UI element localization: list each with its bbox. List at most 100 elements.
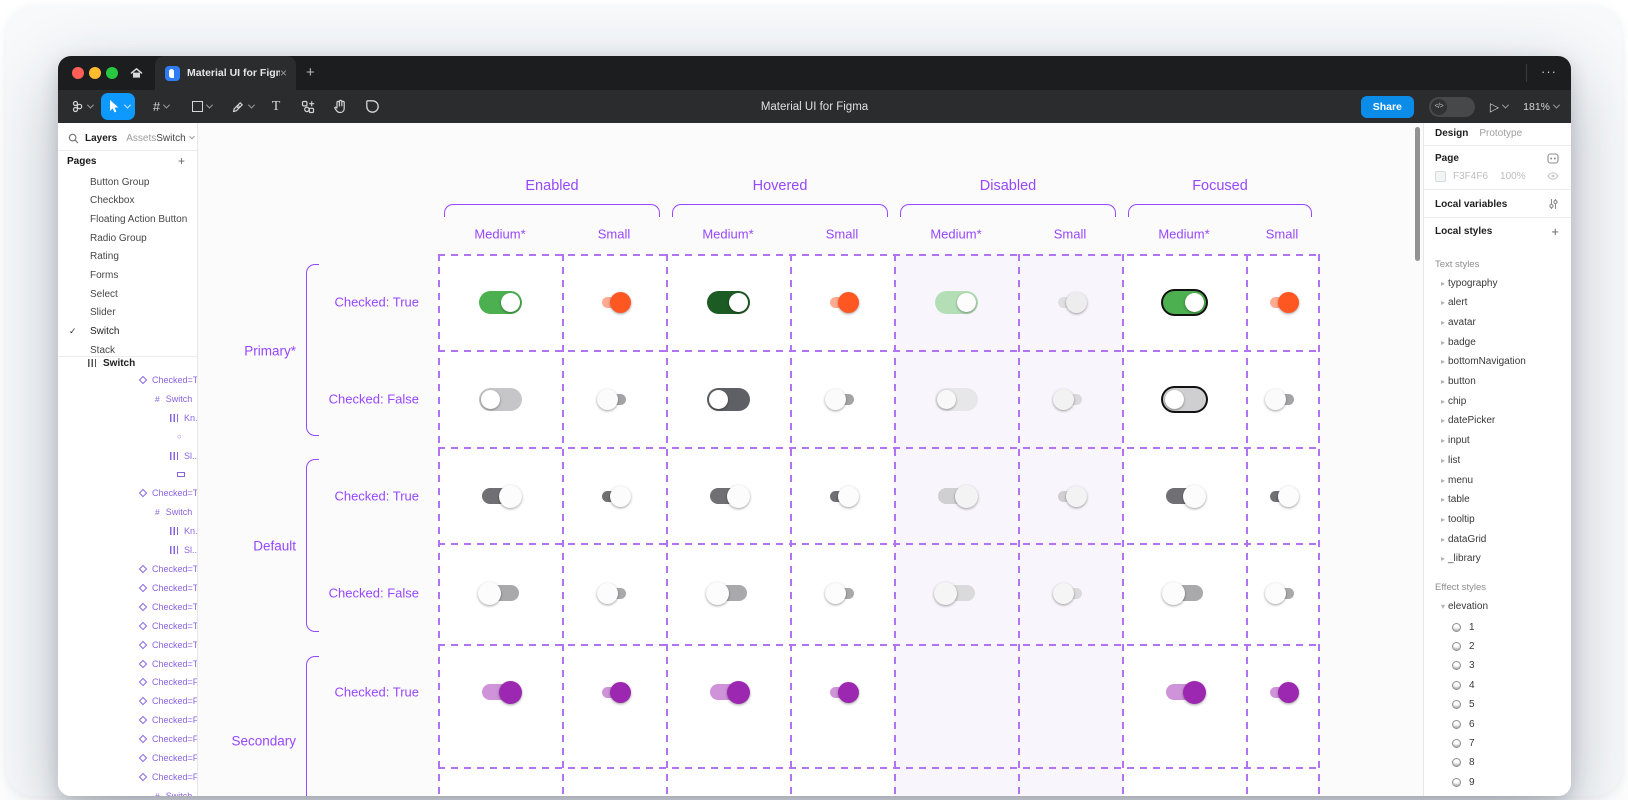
layer-item[interactable]: Checked=T... — [58, 371, 197, 389]
zoom-menu[interactable]: 181% — [1523, 101, 1561, 113]
present-button[interactable]: ▷ — [1490, 100, 1510, 114]
tab-design[interactable]: Design — [1435, 127, 1469, 139]
text-style-item[interactable]: ▸ list — [1424, 451, 1571, 469]
chevron-expanded-icon[interactable]: ▾ — [1440, 601, 1445, 611]
canvas-area[interactable]: Enabled Hovered Disabled Focused Medium* Smal… — [198, 123, 1423, 796]
layer-item[interactable]: Checked=F... — [58, 673, 197, 691]
layer-item[interactable]: Checked=F... — [58, 711, 197, 729]
effect-style-item[interactable]: 4 — [1424, 676, 1571, 694]
search-icon[interactable] — [68, 133, 79, 144]
layer-item[interactable]: # Switch — [58, 390, 197, 408]
layer-item[interactable]: Sl... — [58, 541, 197, 559]
shape-tool-button[interactable] — [185, 93, 219, 120]
chevron-right-icon[interactable]: ▸ — [1440, 337, 1445, 347]
switch-default-enabled-small-unchecked[interactable] — [597, 582, 631, 604]
text-style-item[interactable]: ▸ chip — [1424, 392, 1571, 410]
switch-primary-hovered-medium-checked[interactable] — [706, 290, 750, 314]
effect-style-item[interactable]: 8 — [1424, 754, 1571, 772]
chevron-right-icon[interactable]: ▸ — [1440, 436, 1445, 446]
text-style-item[interactable]: ▸ menu — [1424, 471, 1571, 489]
add-style-button[interactable]: + — [1551, 223, 1559, 239]
page-item[interactable]: Floating Action Button — [58, 210, 197, 228]
hand-tool-button[interactable] — [327, 93, 353, 120]
switch-primary-enabled-medium-unchecked[interactable] — [478, 387, 522, 411]
effect-style-item[interactable]: 1 — [1424, 618, 1571, 636]
effect-style-item[interactable]: 2 — [1424, 637, 1571, 655]
switch-primary-hovered-medium-unchecked[interactable] — [706, 387, 750, 411]
layer-item[interactable]: Checked=T... — [58, 560, 197, 578]
layer-item[interactable]: Checked=T... — [58, 655, 197, 673]
chevron-right-icon[interactable]: ▸ — [1440, 298, 1445, 308]
page-color-row[interactable]: F3F4F6 100% — [1424, 167, 1571, 185]
dev-mode-toggle[interactable]: </> — [1428, 96, 1475, 117]
file-tab[interactable]: Material UI for Figma × — [155, 56, 296, 90]
text-style-item[interactable]: ▸ avatar — [1424, 313, 1571, 331]
switch-primary-hovered-small-checked[interactable] — [825, 285, 866, 319]
page-item[interactable]: Radio Group — [58, 229, 197, 247]
chevron-right-icon[interactable]: ▸ — [1440, 495, 1445, 505]
switch-primary-disabled-medium-unchecked[interactable] — [934, 387, 978, 411]
close-window-button[interactable] — [72, 67, 84, 79]
minimize-window-button[interactable] — [89, 67, 101, 79]
page-item[interactable]: Button Group — [58, 173, 197, 191]
layer-item[interactable]: # Switch — [58, 787, 197, 796]
page-item[interactable]: Forms — [58, 267, 197, 285]
layer-item[interactable]: Checked=T... — [58, 484, 197, 502]
text-style-item[interactable]: ▸ button — [1424, 373, 1571, 391]
switch-default-focused-small-unchecked[interactable] — [1261, 579, 1299, 607]
more-menu-button[interactable]: ··· — [1541, 64, 1557, 79]
page-item[interactable]: Rating — [58, 248, 197, 266]
page-item[interactable]: ✓ Switch — [58, 323, 197, 341]
comment-tool-button[interactable] — [359, 93, 385, 120]
layer-item[interactable]: Kn... — [58, 522, 197, 540]
layer-item[interactable]: Checked=F... — [58, 749, 197, 767]
main-menu-button[interactable] — [66, 93, 98, 120]
effect-style-item[interactable]: 3 — [1424, 657, 1571, 675]
switch-default-focused-small-checked[interactable] — [1265, 481, 1304, 511]
switch-secondary-enabled-small-checked[interactable] — [597, 681, 631, 703]
text-style-item[interactable]: ▸ badge — [1424, 333, 1571, 351]
layer-item[interactable]: Checked=T... — [58, 636, 197, 654]
page-switcher[interactable]: Switch — [156, 133, 195, 144]
switch-primary-enabled-small-checked[interactable] — [597, 291, 631, 313]
chevron-right-icon[interactable]: ▸ — [1440, 278, 1445, 288]
layer-item[interactable]: Checked=T... — [58, 617, 197, 635]
switch-primary-disabled-medium-checked[interactable] — [934, 290, 978, 314]
chevron-right-icon[interactable]: ▸ — [1440, 416, 1445, 426]
root-layer-row[interactable]: Switch — [58, 354, 197, 372]
text-style-item[interactable]: ▸ _library — [1424, 550, 1571, 568]
layer-item[interactable]: Sl... — [58, 447, 197, 465]
pen-tool-button[interactable] — [225, 93, 259, 120]
chevron-right-icon[interactable]: ▸ — [1440, 377, 1445, 386]
share-button[interactable]: Share — [1360, 95, 1414, 118]
switch-primary-hovered-small-unchecked[interactable] — [819, 383, 859, 415]
switch-secondary-hovered-medium-checked[interactable] — [706, 668, 763, 716]
frame-tool-button[interactable]: # — [144, 93, 178, 120]
switch-primary-disabled-small-unchecked[interactable] — [1053, 388, 1087, 410]
switch-secondary-focused-small-checked[interactable] — [1265, 674, 1307, 710]
add-page-button[interactable]: + — [177, 154, 185, 168]
chevron-right-icon[interactable]: ▸ — [1440, 317, 1445, 327]
text-style-item[interactable]: ▸ typography — [1424, 274, 1571, 292]
new-tab-button[interactable]: + — [306, 64, 315, 81]
close-tab-icon[interactable]: × — [279, 66, 287, 80]
switch-default-hovered-medium-unchecked[interactable] — [693, 569, 750, 617]
switch-default-enabled-medium-checked[interactable] — [478, 484, 522, 508]
switch-default-disabled-medium-checked[interactable] — [934, 484, 978, 508]
effect-style-item[interactable]: 5 — [1424, 696, 1571, 714]
tab-assets[interactable]: Assets — [126, 132, 157, 144]
text-style-item[interactable]: ▸ datePicker — [1424, 412, 1571, 430]
home-button[interactable] — [124, 61, 148, 85]
text-style-item[interactable]: ▸ alert — [1424, 294, 1571, 312]
effect-style-item[interactable]: 9 — [1424, 773, 1571, 791]
chevron-right-icon[interactable]: ▸ — [1440, 514, 1445, 524]
chevron-right-icon[interactable]: ▸ — [1440, 475, 1445, 485]
chevron-right-icon[interactable]: ▸ — [1440, 554, 1445, 564]
switch-primary-focused-medium-checked[interactable] — [1162, 290, 1206, 314]
text-style-item[interactable]: ▸ dataGrid — [1424, 530, 1571, 548]
layer-item[interactable] — [58, 466, 197, 484]
variables-settings-icon[interactable] — [1548, 198, 1559, 210]
layer-item[interactable]: Kn... — [58, 409, 197, 427]
canvas-scrollbar[interactable] — [1415, 127, 1420, 261]
switch-secondary-enabled-medium-checked[interactable] — [478, 680, 522, 704]
